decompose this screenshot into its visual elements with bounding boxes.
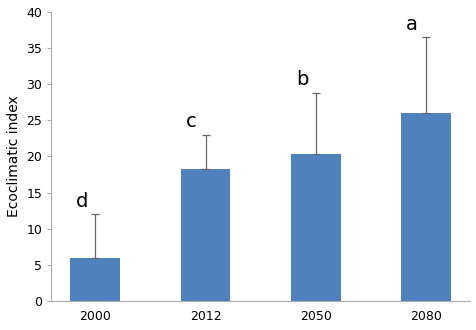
Bar — [290, 154, 340, 301]
Bar — [400, 113, 450, 301]
Text: a: a — [406, 15, 417, 34]
Bar — [70, 258, 120, 301]
Bar — [180, 170, 230, 301]
Text: c: c — [185, 112, 196, 131]
Y-axis label: Ecoclimatic index: Ecoclimatic index — [7, 96, 21, 217]
Text: b: b — [296, 70, 308, 89]
Text: d: d — [75, 192, 88, 211]
